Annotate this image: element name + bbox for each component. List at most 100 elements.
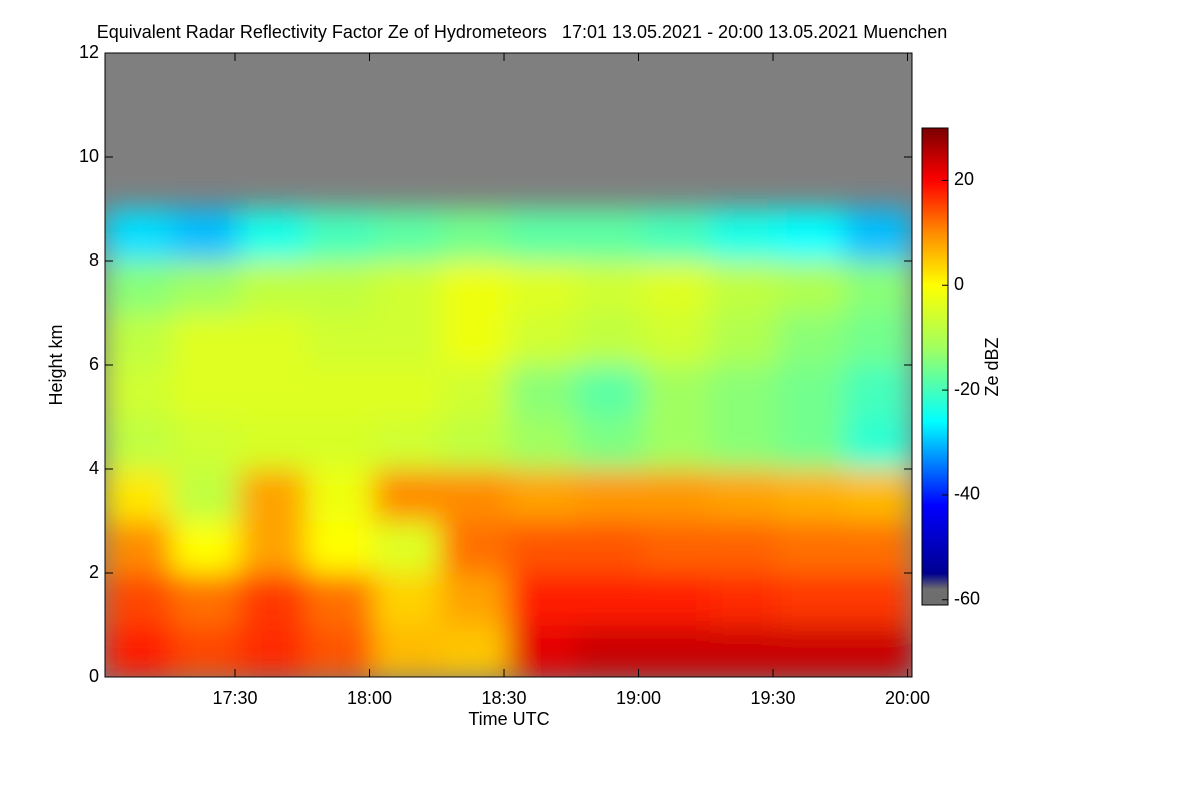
heatmap-cell — [171, 520, 240, 574]
heatmap-cell — [239, 312, 308, 366]
y-tick-label: 6 — [89, 354, 99, 374]
heatmap-cell — [373, 572, 442, 626]
heatmap-cell — [306, 260, 375, 314]
heatmap-cell — [239, 572, 308, 626]
heatmap-cell — [777, 520, 846, 574]
heatmap-cell — [777, 260, 846, 314]
heatmap-cell — [575, 416, 644, 470]
colorbar-tick-label: 0 — [954, 274, 964, 294]
heatmap-cell — [508, 624, 577, 677]
heatmap-cell — [575, 520, 644, 574]
heatmap-cell — [844, 260, 912, 314]
heatmap-cell — [709, 208, 778, 262]
heatmap-cell — [306, 572, 375, 626]
heatmap-cell — [171, 572, 240, 626]
heatmap-cell — [239, 520, 308, 574]
y-axis-label: Height km — [46, 324, 66, 405]
heatmap-cell — [440, 520, 509, 574]
x-tick-label: 18:30 — [481, 688, 526, 708]
y-tick-label: 4 — [89, 458, 99, 478]
x-tick-label: 19:00 — [616, 688, 661, 708]
heatmap-cell — [440, 312, 509, 366]
x-axis-label: Time UTC — [468, 709, 549, 729]
colorbar-tick-label: 20 — [954, 169, 974, 189]
heatmap-cell — [171, 624, 240, 677]
heatmap-cell — [575, 312, 644, 366]
y-tick-label: 8 — [89, 250, 99, 270]
colorbar-label: Ze dBZ — [982, 337, 1002, 396]
heatmap-cell — [171, 208, 240, 262]
heatmap-cell — [709, 416, 778, 470]
heatmap-cell — [777, 624, 846, 677]
heatmap-cell — [440, 416, 509, 470]
heatmap-cell — [171, 468, 240, 522]
heatmap-cell — [105, 208, 173, 262]
chart-title: Equivalent Radar Reflectivity Factor Ze … — [97, 22, 948, 42]
heatmap-cell — [844, 468, 912, 522]
heatmap-cell — [642, 208, 711, 262]
heatmap-cell — [373, 208, 442, 262]
heatmap-cell — [844, 624, 912, 677]
x-tick-label: 20:00 — [885, 688, 930, 708]
heatmap-cell — [105, 468, 173, 522]
heatmap-cell — [642, 624, 711, 677]
heatmap-cell — [844, 208, 912, 262]
heatmap-cell — [709, 520, 778, 574]
heatmap-cell — [777, 468, 846, 522]
heatmap-cell — [575, 364, 644, 418]
heatmap-cell — [105, 624, 173, 677]
heatmap-cell — [709, 572, 778, 626]
heatmap-cell — [440, 208, 509, 262]
heatmap-cell — [777, 208, 846, 262]
heatmap-cell — [508, 572, 577, 626]
x-tick-label: 19:30 — [750, 688, 795, 708]
heatmap-cell — [575, 468, 644, 522]
heatmap-cell — [508, 364, 577, 418]
heatmap-cell — [373, 520, 442, 574]
heatmap-cell — [508, 520, 577, 574]
heatmap — [105, 208, 912, 677]
heatmap-cell — [777, 312, 846, 366]
heatmap-cell — [575, 624, 644, 677]
heatmap-cell — [777, 364, 846, 418]
heatmap-cell — [105, 312, 173, 366]
heatmap-cell — [844, 416, 912, 470]
heatmap-cell — [642, 468, 711, 522]
heatmap-cell — [709, 468, 778, 522]
heatmap-cell — [105, 520, 173, 574]
heatmap-cell — [105, 572, 173, 626]
heatmap-cell — [105, 416, 173, 470]
y-tick-label: 10 — [79, 146, 99, 166]
colorbar-tick-label: -40 — [954, 484, 980, 504]
heatmap-cell — [373, 260, 442, 314]
heatmap-cell — [105, 260, 173, 314]
heatmap-cell — [239, 260, 308, 314]
y-tick-label: 12 — [79, 42, 99, 62]
heatmap-cell — [171, 312, 240, 366]
heatmap-cell — [709, 312, 778, 366]
heatmap-cell — [373, 624, 442, 677]
heatmap-cell — [777, 572, 846, 626]
heatmap-cell — [306, 416, 375, 470]
heatmap-cell — [844, 364, 912, 418]
heatmap-cell — [239, 208, 308, 262]
heatmap-cell — [239, 416, 308, 470]
heatmap-cell — [709, 364, 778, 418]
heatmap-cell — [440, 468, 509, 522]
x-tick-label: 18:00 — [347, 688, 392, 708]
heatmap-cell — [575, 208, 644, 262]
y-tick-label: 0 — [89, 666, 99, 686]
heatmap-cell — [440, 260, 509, 314]
heatmap-cell — [306, 312, 375, 366]
heatmap-cell — [373, 312, 442, 366]
heatmap-cell — [306, 520, 375, 574]
y-tick-label: 2 — [89, 562, 99, 582]
heatmap-cell — [105, 364, 173, 418]
colorbar-tick-label: -60 — [954, 589, 980, 609]
heatmap-cell — [440, 364, 509, 418]
heatmap-cell — [306, 208, 375, 262]
heatmap-cell — [508, 260, 577, 314]
heatmap-cell — [642, 572, 711, 626]
heatmap-cell — [239, 468, 308, 522]
heatmap-cell — [306, 624, 375, 677]
